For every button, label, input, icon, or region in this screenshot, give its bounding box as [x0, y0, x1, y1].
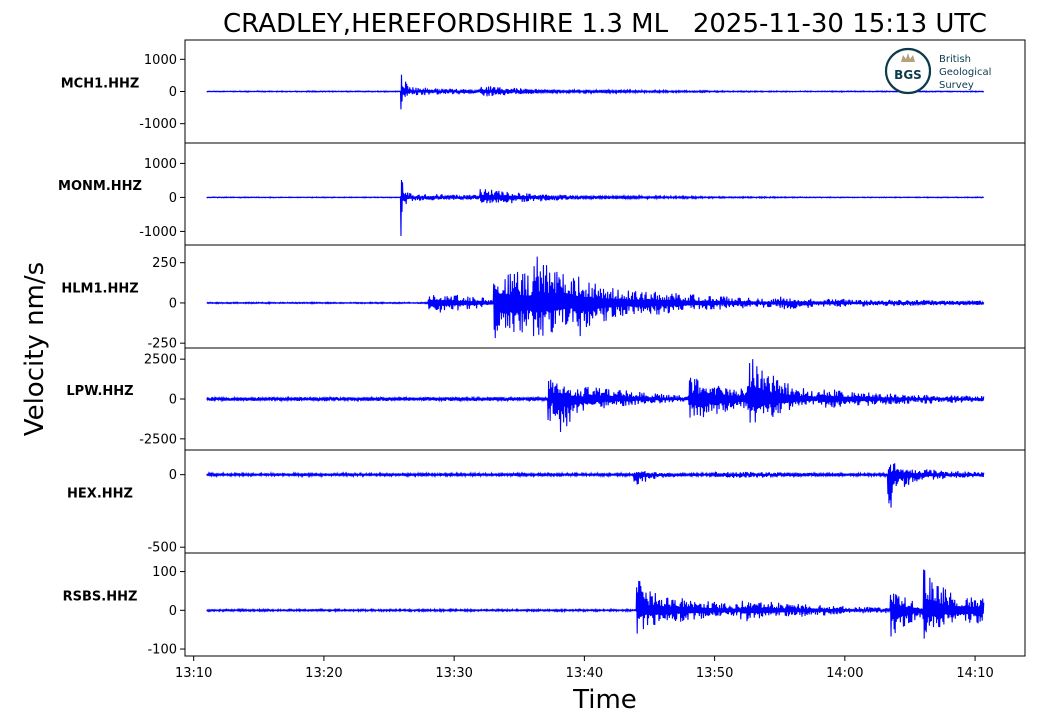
bgs-logo-line-1: British — [939, 54, 971, 65]
station-label: HEX.HHZ — [67, 487, 133, 502]
y-tick-label: 2500 — [144, 353, 177, 368]
x-tick-label: 13:40 — [566, 666, 603, 681]
seismic-trace-line — [206, 359, 985, 432]
trace-panel: 250 0 -250 HLM1.HHZ — [61, 244, 1026, 352]
y-tick-label: 1000 — [144, 157, 177, 172]
trace-panels: 10000-1000MCH1.HHZ10000-1000MONM.HHZ2500… — [58, 39, 1026, 658]
seismic-trace-line — [206, 179, 984, 237]
y-tick-label: 1000 — [144, 53, 177, 68]
x-tick-label: 13:10 — [175, 666, 212, 681]
trace-panel: 1000 0 -1000 MONM.HHZ — [58, 142, 1026, 246]
seismic-trace-line — [206, 256, 985, 339]
station-label: MONM.HHZ — [58, 179, 142, 194]
station-label: LPW.HHZ — [66, 384, 133, 399]
panel-frame — [184, 552, 1026, 657]
y-tick-label: -250 — [147, 337, 177, 352]
time-axis: 13:10 13:20 13:30 13:40 13:50 14:00 14:10 — [175, 656, 994, 681]
x-axis-label: Time — [572, 685, 637, 715]
y-tick-label: 0 — [169, 468, 177, 483]
seismic-trace-line — [206, 463, 985, 508]
trace-panel: 100 0 -100 RSBS.HHZ — [63, 552, 1026, 658]
x-tick-label: 13:20 — [305, 666, 342, 681]
y-tick-label: 250 — [152, 256, 177, 271]
bgs-logo-line-2: Geological — [939, 67, 991, 78]
bgs-logo: BGS British Geological Survey — [884, 47, 991, 95]
y-tick-label: 100 — [152, 565, 177, 580]
y-tick-label: -1000 — [139, 117, 177, 132]
station-label: HLM1.HHZ — [61, 282, 138, 297]
y-tick-label: -100 — [147, 643, 177, 658]
trace-panel: 1000 0 -1000 MCH1.HHZ — [61, 39, 1026, 144]
x-tick-label: 13:50 — [696, 666, 733, 681]
y-tick-label: -1000 — [139, 225, 177, 240]
station-label: RSBS.HHZ — [63, 590, 138, 605]
x-tick-label: 14:10 — [956, 666, 993, 681]
station-label: MCH1.HHZ — [61, 77, 140, 92]
seismic-trace-line — [206, 569, 985, 639]
chart-title: CRADLEY,HEREFORDSHIRE 1.3 ML 2025-11-30 … — [223, 9, 987, 39]
trace-panel: 0 -500 HEX.HHZ — [67, 449, 1026, 556]
x-tick-label: 13:30 — [435, 666, 472, 681]
y-tick-label: 0 — [169, 191, 177, 206]
y-tick-label: -500 — [147, 541, 177, 556]
x-tick-label: 14:00 — [826, 666, 863, 681]
bgs-logo-line-3: Survey — [939, 80, 974, 91]
seismic-trace-line — [206, 74, 985, 110]
y-tick-label: -2500 — [139, 432, 177, 447]
y-tick-label: 0 — [169, 296, 177, 311]
y-axis-label: Velocity nm/s — [20, 262, 50, 436]
bgs-logo-abbr: BGS — [894, 68, 922, 82]
y-tick-label: 0 — [169, 85, 177, 100]
y-tick-label: 0 — [169, 604, 177, 619]
bgs-logo-ring — [884, 47, 932, 95]
panel-frame — [184, 449, 1026, 554]
y-tick-label: 0 — [169, 393, 177, 408]
crown-icon — [901, 53, 915, 62]
trace-panel: 2500 0 -2500 LPW.HHZ — [66, 347, 1026, 451]
panel-frame — [184, 142, 1026, 246]
